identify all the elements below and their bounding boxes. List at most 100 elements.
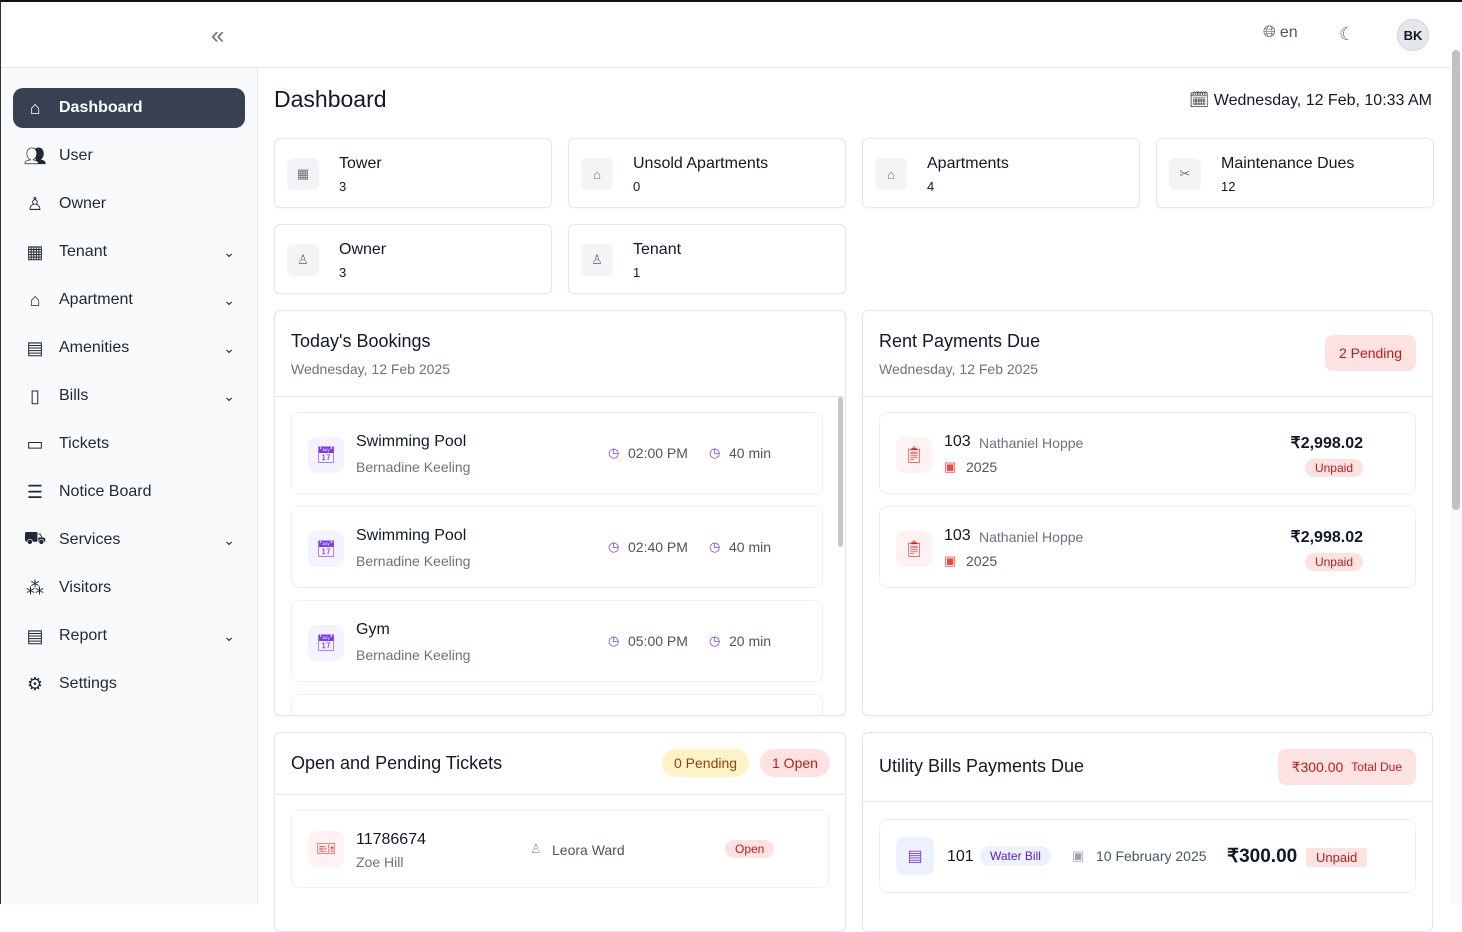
amenity-name: Swimming Pool — [356, 433, 467, 450]
rent-due-item[interactable]: 📋︎ 103 Nathaniel Hoppe ▣ 2025 ₹2,998.02 … — [879, 412, 1416, 494]
calendar-icon: 🗓︎ — [1189, 92, 1214, 109]
sidebar-item-label: Apartment — [59, 291, 133, 308]
utility-bill-item[interactable]: ▤ 101 Water Bill ▣ 10 February 2025 ₹300… — [879, 819, 1416, 893]
stat-value: 3 — [339, 265, 347, 280]
collapse-sidebar-button[interactable]: « — [211, 22, 225, 49]
status-badge: Unpaid — [1306, 848, 1368, 867]
calendar-icon: ▣ — [1072, 848, 1085, 863]
home-icon: ⌂ — [875, 158, 907, 190]
chevron-down-icon[interactable]: ⌄ — [223, 531, 235, 548]
booking-item[interactable] — [291, 694, 823, 715]
stat-label: Tenant — [633, 241, 682, 258]
panel-title: Open and Pending Tickets — [291, 753, 503, 773]
bill-icon: ▯︎ — [30, 385, 40, 406]
stat-label: Unsold Apartments — [633, 155, 769, 172]
panel-date: Wednesday, 12 Feb 2025 — [879, 361, 1039, 377]
booking-time: 02:00 PM — [628, 445, 688, 461]
stat-label: Tower — [339, 155, 382, 172]
sidebar-item-amenities[interactable]: ▤︎ Amenities ⌄ — [13, 328, 245, 368]
chevron-down-icon[interactable]: ⌄ — [223, 339, 235, 356]
panel-date: Wednesday, 12 Feb 2025 — [291, 361, 451, 377]
sidebar-item-label: Visitors — [59, 579, 112, 596]
calendar-icon: 📅︎ — [308, 531, 344, 567]
amenity-name: Gym — [356, 621, 390, 638]
chevron-down-icon[interactable]: ⌄ — [223, 627, 235, 644]
panel-title: Utility Bills Payments Due — [879, 756, 1085, 776]
sidebar-item-label: Report — [59, 627, 108, 644]
dark-mode-toggle[interactable]: ☾ — [1339, 24, 1356, 44]
booked-by: Bernadine Keeling — [356, 647, 471, 663]
clock-icon: ◷ — [608, 539, 620, 554]
clock-icon: ◷ — [709, 539, 721, 554]
booking-time: 02:40 PM — [628, 539, 688, 555]
rent-due-item[interactable]: 📋︎ 103 Nathaniel Hoppe ▣ 2025 ₹2,998.02 … — [879, 506, 1416, 588]
booking-item[interactable]: 📅︎ Swimming Pool Bernadine Keeling ◷ 02:… — [291, 412, 823, 494]
visitors-icon: ⁂︎ — [26, 577, 44, 598]
sidebar-item-notice-board[interactable]: ☰︎ Notice Board — [13, 472, 245, 512]
stat-label: Apartments — [927, 155, 1009, 172]
chevron-down-icon[interactable]: ⌄ — [223, 291, 235, 308]
sidebar: ⌂︎ Dashboard 👥︎ User ♙︎ Owner ▦︎ Tenant ⌄ ⌂︎ Apart… — [1, 68, 258, 904]
calendar-icon: ▣ — [944, 459, 957, 474]
clipboard-check-icon: 📋︎ — [896, 531, 932, 567]
calendar-icon: 📅︎ — [308, 625, 344, 661]
stat-card-tower[interactable]: ▦ Tower 3 — [274, 138, 552, 208]
sidebar-item-visitors[interactable]: ⁂︎ Visitors — [13, 568, 245, 608]
sidebar-item-bills[interactable]: ▯︎ Bills ⌄ — [13, 376, 245, 416]
stat-value: 4 — [927, 179, 935, 194]
open-count-badge: 1 Open — [760, 749, 830, 777]
home-icon: ⌂︎ — [29, 97, 41, 118]
sidebar-item-report[interactable]: ▤︎ Report ⌄ — [13, 616, 245, 656]
sidebar-item-user[interactable]: 👥︎ User — [13, 136, 245, 176]
gear-icon: ⚙︎ — [26, 673, 44, 694]
pending-count-badge: 0 Pending — [662, 749, 750, 777]
bill-date: 10 February 2025 — [1096, 848, 1207, 864]
tools-icon: ✂ — [1169, 158, 1201, 190]
user-icon: ♙ — [530, 841, 542, 856]
bookings-scrollbar[interactable] — [838, 397, 843, 547]
rent-payments-panel: Rent Payments Due Wednesday, 12 Feb 2025… — [862, 310, 1433, 716]
bill-icon: ▤ — [896, 837, 934, 875]
booking-duration: 20 min — [729, 633, 772, 649]
chevron-down-icon[interactable]: ⌄ — [223, 387, 235, 404]
stat-card-owner[interactable]: ♙ Owner 3 — [274, 224, 552, 294]
ticket-item[interactable]: 🎫︎ 11786674 Zoe Hill ♙ Leora Ward Open — [291, 810, 829, 888]
pending-badge: 2 Pending — [1324, 335, 1416, 371]
sidebar-item-tickets[interactable]: ▭︎ Tickets — [13, 424, 245, 464]
tenant-icon: ♙ — [581, 244, 613, 276]
booking-item[interactable]: 📅︎ Swimming Pool Bernadine Keeling ◷ 02:… — [291, 506, 823, 588]
sidebar-item-dashboard[interactable]: ⌂︎ Dashboard — [13, 88, 245, 128]
ticket-icon: 🎫︎ — [308, 831, 344, 867]
scrollbar-thumb[interactable] — [1452, 50, 1460, 510]
sidebar-item-label: Services — [59, 531, 121, 548]
booking-duration: 40 min — [729, 539, 772, 555]
avatar[interactable]: BK — [1397, 19, 1429, 51]
stat-card-tenant[interactable]: ♙ Tenant 1 — [568, 224, 846, 294]
chevron-down-icon[interactable]: ⌄ — [223, 243, 235, 260]
sidebar-item-owner[interactable]: ♙︎ Owner — [13, 184, 245, 224]
stat-card-maintenance-dues[interactable]: ✂ Maintenance Dues 12 — [1156, 138, 1434, 208]
clipboard-check-icon: 📋︎ — [896, 437, 932, 473]
sidebar-item-tenant[interactable]: ▦︎ Tenant ⌄ — [13, 232, 245, 272]
sidebar-item-services[interactable]: ⛟︎ Services ⌄ — [13, 520, 245, 560]
stat-card-apartments[interactable]: ⌂ Apartments 4 — [862, 138, 1140, 208]
bill-amount: ₹300.00 — [1227, 846, 1298, 867]
language-selector[interactable]: 🌐︎ en — [1263, 24, 1298, 41]
sidebar-item-settings[interactable]: ⚙︎ Settings — [13, 664, 245, 704]
todays-bookings-panel: Today's Bookings Wednesday, 12 Feb 2025 … — [274, 310, 846, 716]
sidebar-item-label: Notice Board — [59, 483, 152, 500]
services-icon: ⛟︎ — [23, 528, 47, 548]
unit-number: 103 — [944, 527, 971, 544]
building-icon: ▦ — [287, 158, 319, 190]
sidebar-item-label: Dashboard — [59, 99, 143, 116]
main-content: Dashboard 🗓︎ Wednesday, 12 Feb, 10:33 AM… — [258, 68, 1450, 932]
stat-card-unsold-apartments[interactable]: ⌂ Unsold Apartments 0 — [568, 138, 846, 208]
scrollbar[interactable] — [1450, 50, 1462, 904]
booking-duration: 40 min — [729, 445, 772, 461]
status-badge: Unpaid — [1304, 459, 1363, 477]
booking-item[interactable]: 📅︎ Gym Bernadine Keeling ◷ 05:00 PM ◷ 20… — [291, 600, 823, 682]
calendar-icon: ▣ — [944, 553, 957, 568]
sidebar-item-apartment[interactable]: ⌂︎ Apartment ⌄ — [13, 280, 245, 320]
booked-by: Bernadine Keeling — [356, 553, 471, 569]
rent-year: 2025 — [966, 459, 998, 475]
